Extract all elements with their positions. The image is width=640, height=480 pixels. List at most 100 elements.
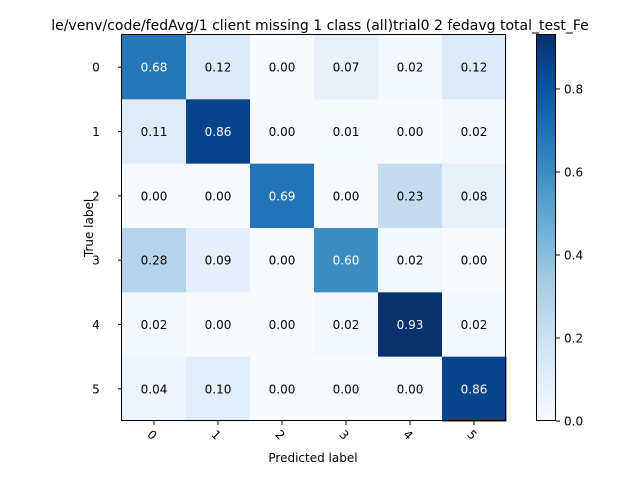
heatmap-cell [250, 356, 315, 422]
heatmap-cell [442, 228, 507, 293]
heatmap-cell [378, 163, 443, 229]
heatmap-cell [250, 99, 315, 165]
colorbar-tick-label: 0.6 [564, 165, 583, 179]
heatmap-cell [442, 356, 507, 422]
heatmap-cell [378, 228, 443, 293]
cell-value-label: 0.12 [205, 61, 232, 75]
colorbar-tick-label: 0.0 [564, 415, 583, 429]
x-tick-label: 3 [336, 427, 351, 442]
cell-value-label: 0.68 [141, 61, 168, 75]
cell-value-label: 0.23 [397, 189, 424, 203]
x-tick-label: 1 [208, 427, 223, 442]
cell-value-label: 0.07 [333, 61, 360, 75]
heatmap-cell [250, 35, 315, 100]
heatmap-cell-labels: 0.68 0.12 0.00 0.07 0.02 0.12 0.11 0.86 0.00 0.01… [141, 61, 488, 397]
heatmap-cell [122, 292, 187, 358]
cell-value-label: 0.02 [141, 318, 168, 332]
colorbar-tick-label: 0.2 [564, 331, 583, 345]
cell-value-label: 0.00 [269, 254, 296, 268]
cell-value-label: 0.02 [333, 318, 360, 332]
heatmap-cell [122, 35, 187, 100]
cell-value-label: 0.10 [205, 382, 232, 396]
heatmap-cell [378, 99, 443, 165]
cell-value-label: 0.08 [461, 189, 488, 203]
colorbar: 0.0 0.2 0.4 0.6 0.8 [536, 34, 583, 429]
heatmap-cell [186, 163, 251, 229]
colorbar-gradient [536, 34, 556, 421]
heatmap-cell [186, 228, 251, 293]
cell-value-label: 0.93 [397, 318, 424, 332]
heatmap-cell [378, 356, 443, 422]
y-tick-label: 1 [92, 125, 100, 139]
y-axis-label: True label [82, 199, 96, 258]
heatmap-cell [442, 163, 507, 229]
heatmap-cell [250, 292, 315, 358]
cell-value-label: 0.00 [141, 189, 168, 203]
colorbar-ticks: 0.0 0.2 0.4 0.6 0.8 [556, 82, 583, 429]
heatmap-cell [122, 356, 187, 422]
cell-value-label: 0.11 [141, 125, 168, 139]
heatmap-cell [314, 35, 379, 100]
y-axis-ticks: 0 1 2 3 4 5 [92, 61, 122, 396]
cell-value-label: 0.60 [333, 254, 360, 268]
heatmap-cell [186, 292, 251, 358]
x-axis-ticks: 0 1 2 3 4 5 [144, 421, 480, 443]
heatmap-cell [442, 35, 507, 100]
y-tick-label: 4 [92, 318, 100, 332]
heatmap-cell [186, 356, 251, 422]
cell-value-label: 0.00 [333, 189, 360, 203]
heatmap-cell [122, 228, 187, 293]
heatmap-cell [314, 292, 379, 358]
cell-value-label: 0.00 [269, 382, 296, 396]
y-tick-label: 0 [92, 61, 100, 75]
heatmap-cell [314, 163, 379, 229]
cell-value-label: 0.86 [461, 382, 488, 396]
cell-value-label: 0.09 [205, 254, 232, 268]
heatmap-cell [314, 356, 379, 422]
cell-value-label: 0.00 [397, 125, 424, 139]
heatmap-cell [186, 99, 251, 165]
cell-value-label: 0.04 [141, 382, 168, 396]
heatmap-cell [250, 163, 315, 229]
heatmap-cell [314, 228, 379, 293]
heatmap-cell [122, 163, 187, 229]
cell-value-label: 0.00 [461, 254, 488, 268]
y-tick-label: 3 [92, 254, 100, 268]
x-tick-label: 4 [400, 427, 415, 442]
cell-value-label: 0.12 [461, 61, 488, 75]
heatmap-cell [442, 292, 507, 358]
cell-value-label: 0.02 [461, 318, 488, 332]
cell-value-label: 0.01 [333, 125, 360, 139]
x-tick-label: 5 [464, 427, 479, 442]
y-tick-label: 5 [92, 382, 100, 396]
plot-frame [121, 34, 506, 421]
heatmap-cell [378, 35, 443, 100]
x-tick-label: 2 [272, 427, 287, 442]
heatmap-cells [122, 35, 507, 422]
colorbar-tick-label: 0.4 [564, 248, 583, 262]
cell-value-label: 0.28 [141, 254, 168, 268]
cell-value-label: 0.00 [269, 125, 296, 139]
y-tick-label: 2 [92, 189, 100, 203]
x-tick-label: 0 [144, 427, 159, 442]
cell-value-label: 0.02 [461, 125, 488, 139]
cell-value-label: 0.00 [333, 382, 360, 396]
heatmap-cell [186, 35, 251, 100]
heatmap-cell [122, 99, 187, 165]
cell-value-label: 0.00 [205, 318, 232, 332]
cell-value-label: 0.00 [205, 189, 232, 203]
heatmap-cell [442, 99, 507, 165]
heatmap-cell [378, 292, 443, 358]
colorbar-tick-label: 0.8 [564, 82, 583, 96]
cell-value-label: 0.02 [397, 254, 424, 268]
cell-value-label: 0.02 [397, 61, 424, 75]
cell-value-label: 0.86 [205, 125, 232, 139]
cell-value-label: 0.00 [269, 61, 296, 75]
heatmap-cell [250, 228, 315, 293]
heatmap-cell [314, 99, 379, 165]
chart-title: le/venv/code/fedAvg/1 client missing 1 c… [51, 18, 589, 34]
cell-value-label: 0.00 [397, 382, 424, 396]
cell-value-label: 0.00 [269, 318, 296, 332]
x-axis-label: Predicted label [268, 451, 357, 465]
